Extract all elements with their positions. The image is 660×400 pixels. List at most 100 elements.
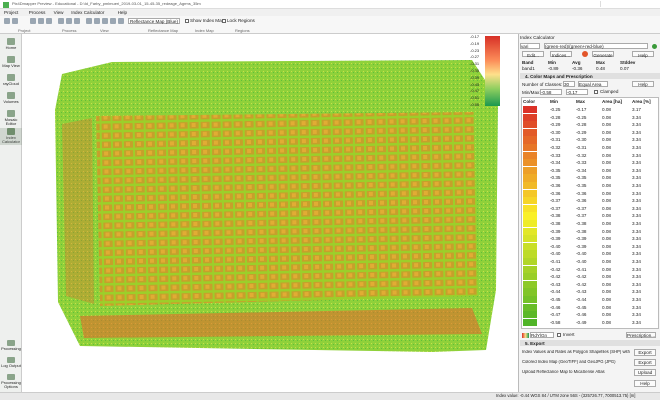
panel-button[interactable]: Indices... [550,51,572,58]
prescription-button[interactable]: Prescription... [626,332,656,338]
stats-header: Stddev [620,60,636,65]
table-cell: -0.28 [576,122,587,128]
window-title: Pix4Dmapper Preview - Educational - D:\I… [12,1,201,6]
export-label: Colored Index Map (GeoTIFF) and GeoJPG (… [522,360,616,364]
sidebar-button[interactable]: Processing Options [1,380,21,390]
table-header: Area [ha] [602,99,622,104]
table-cell: 3.34 [632,259,641,264]
panel-button[interactable]: Help [632,51,654,58]
export-label: Upload Reflectance Map to MicaSense Atla… [522,370,605,374]
reflectance-dropdown[interactable]: Reflectance Map (Blue) [128,18,180,24]
table-header: Area [%] [632,99,651,104]
status-text: Index value: -0.44 WGS 84 / UTM zone 56S… [496,392,636,398]
table-cell: -0.37 [576,213,587,219]
table-cell: -0.58 [550,319,561,325]
sidebar-button[interactable]: Index Calculator [1,134,20,144]
colormap-dropdown[interactable]: RdYlGn [530,332,554,338]
toolbar-icon [86,18,92,24]
table-cell: -0.35 [550,175,561,181]
table-cell: -0.25 [550,107,561,112]
table-cell: -0.45 [576,304,587,310]
class-color [523,220,537,228]
menu-item[interactable]: Project [4,10,19,15]
table-cell: -0.33 [576,160,587,166]
table-cell: -0.36 [550,183,561,188]
menu-item[interactable]: View [53,10,64,15]
formula-field[interactable]: (green-red)/(green+red-blue) [544,43,648,49]
class-color [523,265,537,273]
table-cell: 0.08 [602,289,611,295]
help-button[interactable]: Help [632,81,654,87]
menu-item[interactable]: Process [28,10,46,15]
export-button[interactable]: Export [634,359,656,366]
class-color [523,227,537,235]
stats-header: Max [596,60,605,65]
export-button[interactable]: Upload [634,369,656,376]
table-header: Min [550,99,558,104]
class-color [523,136,537,144]
table-cell: -0.28 [550,114,561,120]
class-color [523,144,537,152]
table-cell: -0.42 [576,281,587,287]
checkbox [185,18,189,23]
class-color [523,121,537,129]
table-cell: 0.08 [602,281,611,287]
table-cell: 0.08 [602,160,611,166]
panel-button[interactable]: Edit... [522,51,544,58]
sidebar-button[interactable]: Processing [1,346,21,351]
table-cell: -0.37 [550,198,561,204]
table-cell: -0.32 [550,145,561,150]
table-cell: 0.08 [602,251,611,257]
table-cell: -0.31 [576,145,587,150]
class-color [523,273,537,281]
toolbar-icon [110,18,116,24]
table-cell: 3.34 [632,137,641,143]
toolbar-icon [102,18,108,24]
lock-regions-toggle[interactable]: Lock Regions [227,18,255,23]
sidebar-button[interactable]: Map View [2,62,20,68]
checkbox [594,89,598,94]
toolbar-icon [12,18,18,24]
table-cell: 3.34 [632,205,641,211]
class-color [523,106,537,114]
table-cell: 0.08 [602,297,611,302]
classes-spinner[interactable]: 30 [563,81,575,87]
class-color [523,159,537,167]
invert-toggle[interactable]: Invert [563,332,575,337]
table-cell: -0.39 [576,236,587,242]
class-color [523,197,537,205]
sidebar-button[interactable]: Volumes [3,98,19,104]
sidebar-button[interactable]: Log Output [1,363,21,368]
table-cell: 3.34 [632,228,641,234]
help-button[interactable]: Help [634,380,656,387]
toolbar-group-label: Process [62,27,77,33]
show-index-map-toggle[interactable]: Show Index Map [190,18,225,23]
title-bar [0,0,660,9]
toolbar-icon [118,18,124,24]
status-ok [652,43,657,49]
legend-label: -0.19 [470,40,480,46]
method-dropdown[interactable]: Equal Area [578,81,608,87]
table-cell: -0.40 [550,251,561,257]
legend-label: -0.27 [470,54,480,60]
max-field[interactable]: -0.17 [566,89,588,95]
table-cell: -0.41 [576,266,587,272]
sidebar-icon [7,92,15,99]
table-cell: 3.34 [632,175,641,181]
export-button[interactable]: Export [634,349,656,356]
sidebar-button[interactable]: rayCloud [2,80,19,86]
sidebar-button[interactable]: Mosaic Editor [4,116,18,126]
class-color [523,235,537,243]
legend-label: -0.51 [470,95,480,101]
class-color [523,242,537,250]
class-color [523,151,537,159]
toolbar-icon [4,18,10,24]
table-cell: 0.08 [602,175,611,181]
index-dropdown[interactable]: vari [520,43,540,49]
clamped-toggle[interactable]: Clamped [600,89,619,94]
panel-button[interactable]: Generate [592,51,614,58]
sidebar-button[interactable]: Home [5,44,17,50]
menu-item[interactable]: Index Calculator [71,10,105,15]
menu-item[interactable]: Help [117,10,128,15]
min-field[interactable]: -0.58 [540,89,562,95]
